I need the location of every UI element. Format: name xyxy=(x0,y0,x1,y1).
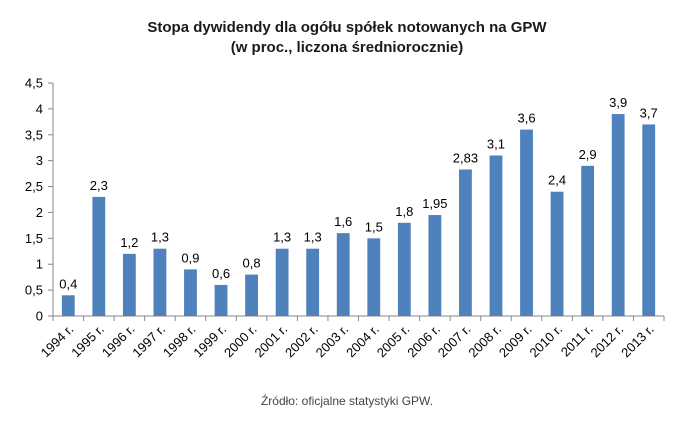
y-tick-label: 4 xyxy=(36,101,43,116)
bar xyxy=(459,169,472,316)
bar xyxy=(184,269,197,316)
bar xyxy=(520,129,533,316)
x-tick-label: 1997 r. xyxy=(129,322,168,361)
data-label: 1,3 xyxy=(151,230,169,245)
data-label: 0,6 xyxy=(212,266,230,281)
x-tick-label: 2007 r. xyxy=(435,322,474,361)
bar xyxy=(367,238,381,316)
x-tick-label: 2005 r. xyxy=(374,322,413,361)
y-tick-label: 0,5 xyxy=(25,283,43,298)
bar xyxy=(122,253,136,316)
data-label: 2,9 xyxy=(579,147,597,162)
y-axis: 0 0,5 1 1,5 2 2,5 3 3,5 4 4,5 xyxy=(25,76,54,324)
x-tick-label: 2008 r. xyxy=(465,322,504,361)
data-label: 1,8 xyxy=(395,204,413,219)
data-label: 1,6 xyxy=(334,214,352,229)
y-tick-label: 2,5 xyxy=(25,179,43,194)
x-tick-label: 2011 r. xyxy=(558,322,596,360)
data-label: 0,4 xyxy=(59,276,77,291)
chart-subtitle: (w proc., liczona średniorocznie) xyxy=(231,39,464,56)
data-label: 3,1 xyxy=(487,136,505,151)
bar xyxy=(214,284,228,316)
x-tick-label: 1995 r. xyxy=(68,322,107,361)
bar xyxy=(397,222,411,316)
x-tick-label: 1999 r. xyxy=(190,322,229,361)
bar xyxy=(275,248,289,316)
data-label: 1,3 xyxy=(304,230,322,245)
chart-title: Stopa dywidendy dla ogółu spółek notowan… xyxy=(147,19,547,36)
y-tick-label: 1,5 xyxy=(25,231,43,246)
bar xyxy=(489,155,503,316)
x-tick-label: 1994 r. xyxy=(38,322,77,361)
data-label: 0,8 xyxy=(243,256,261,271)
bar xyxy=(428,215,442,316)
bar xyxy=(642,124,656,316)
x-tick-label: 2010 r. xyxy=(526,322,565,361)
bar xyxy=(245,274,258,316)
x-tick-label: 2012 r. xyxy=(588,322,627,361)
bar xyxy=(61,295,75,316)
y-tick-label: 0 xyxy=(36,309,43,324)
data-label: 0,9 xyxy=(181,250,199,265)
y-tick-label: 1 xyxy=(36,257,43,272)
x-tick-label: 2006 r. xyxy=(404,322,443,361)
x-axis: 1994 r.1995 r.1996 r.1997 r.1998 r.1999 … xyxy=(38,315,665,361)
bars xyxy=(61,114,656,316)
data-label: 1,2 xyxy=(120,235,138,250)
data-label: 3,7 xyxy=(640,105,658,120)
bar xyxy=(306,248,320,316)
bar xyxy=(92,196,106,316)
y-tick-label: 2 xyxy=(36,205,43,220)
x-tick-label: 1996 r. xyxy=(99,322,138,361)
bar xyxy=(550,191,564,316)
bar xyxy=(336,233,350,316)
data-label: 1,95 xyxy=(422,196,447,211)
x-tick-label: 2002 r. xyxy=(282,322,321,361)
x-tick-label: 1998 r. xyxy=(160,322,199,361)
bar xyxy=(153,248,167,316)
x-tick-label: 2003 r. xyxy=(313,322,352,361)
x-tick-label: 2004 r. xyxy=(343,322,382,361)
data-label: 2,4 xyxy=(548,173,566,188)
y-tick-label: 4,5 xyxy=(25,76,43,91)
data-labels: 0,4 2,3 1,2 1,3 0,9 0,6 0,8 1,3 1,3 1,6 1,5 1,8 1,95… xyxy=(59,95,658,291)
data-label: 3,6 xyxy=(517,111,535,126)
data-label: 3,9 xyxy=(609,95,627,110)
data-label: 2,83 xyxy=(453,150,478,165)
x-tick-label: 2009 r. xyxy=(496,322,535,361)
y-tick-label: 3 xyxy=(36,153,43,168)
x-tick-label: 2000 r. xyxy=(221,322,260,361)
bar xyxy=(581,165,595,316)
y-tick-label: 3,5 xyxy=(25,127,43,142)
data-label: 1,5 xyxy=(365,219,383,234)
source-note: Źródło: oficjalne statystyki GPW. xyxy=(261,393,433,408)
bar xyxy=(611,114,625,316)
x-tick-label: 2013 r. xyxy=(618,322,657,361)
x-tick-label: 2001 r. xyxy=(252,322,291,361)
data-label: 1,3 xyxy=(273,230,291,245)
data-label: 2,3 xyxy=(90,178,108,193)
